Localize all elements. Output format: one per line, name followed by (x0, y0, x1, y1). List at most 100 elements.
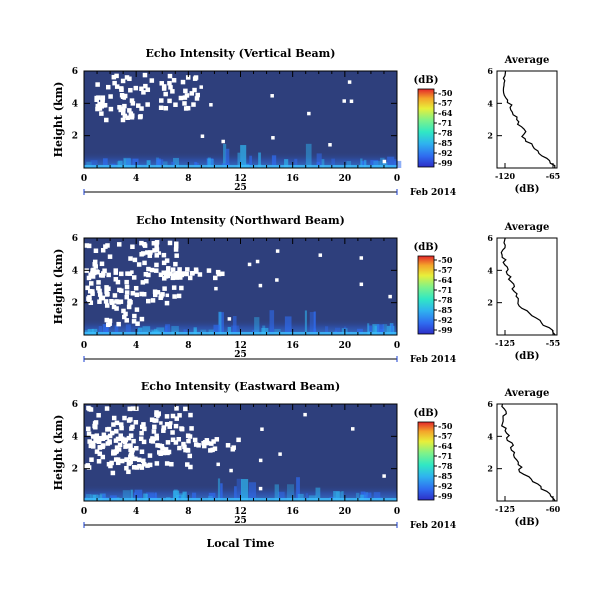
heatmap-echo-cell (173, 489, 178, 501)
missing-data-cell (129, 115, 135, 120)
missing-data-cell (199, 85, 203, 89)
x-tick-label: 0 (81, 507, 87, 517)
missing-data-cell (154, 461, 160, 466)
missing-data-cell (189, 91, 195, 96)
missing-data-cell (225, 443, 231, 448)
colorbar (417, 88, 435, 168)
missing-data-cell (187, 275, 193, 281)
heatmap-echo-cell (355, 492, 360, 501)
missing-data-cell (107, 318, 113, 324)
missing-data-cell (161, 252, 167, 258)
missing-data-cell (132, 313, 137, 319)
heatmap-echo-cell (162, 161, 168, 168)
missing-data-cell (260, 427, 264, 431)
missing-data-cell (92, 423, 97, 429)
heatmap-echo-cell (356, 328, 363, 335)
heatmap-echo-cell (346, 160, 352, 168)
missing-data-cell (124, 294, 130, 300)
missing-data-cell (136, 262, 142, 267)
missing-data-cell (173, 261, 178, 267)
missing-data-cell (136, 103, 141, 108)
heatmap-echo-cell (363, 492, 372, 501)
missing-data-cell (89, 457, 94, 462)
heatmap-echo-cell (278, 491, 285, 501)
missing-data-cell (128, 443, 133, 448)
heatmap-echo-cell (102, 158, 108, 168)
heatmap-echo-cell (367, 323, 370, 335)
heatmap-echo-cell (143, 493, 147, 501)
missing-data-cell (85, 285, 90, 291)
missing-data-cell (129, 98, 135, 103)
missing-data-cell (107, 439, 112, 444)
missing-data-cell (164, 300, 170, 306)
heatmap-echo-cell (316, 153, 322, 168)
missing-data-cell (127, 76, 132, 82)
missing-data-cell (145, 102, 150, 107)
missing-data-cell (130, 406, 136, 411)
heatmap-echo-cell (234, 486, 237, 501)
missing-data-cell (275, 278, 279, 282)
missing-data-cell (185, 462, 190, 467)
missing-data-cell (105, 427, 110, 432)
heatmap-echo-cell (237, 152, 241, 168)
missing-data-cell (141, 90, 146, 95)
missing-data-cell (180, 271, 185, 277)
missing-data-cell (130, 101, 136, 106)
heatmap-echo-cell (87, 328, 94, 335)
heatmap-echo-cell (154, 492, 157, 501)
missing-data-cell (118, 433, 123, 438)
missing-data-cell (139, 316, 145, 322)
heatmap-echo-cell (155, 159, 164, 168)
heatmap-echo-cell (274, 328, 281, 335)
heatmap-echo-cell (274, 484, 279, 501)
missing-data-cell (117, 287, 122, 293)
missing-data-cell (349, 99, 354, 104)
panel-2: Echo Intensity (Northward Beam)0 4 8 12 16 20… (52, 214, 560, 365)
heatmap-echo-cell (373, 160, 381, 168)
missing-data-cell (180, 79, 186, 85)
missing-data-cell (165, 293, 170, 298)
missing-data-cell (154, 436, 160, 441)
missing-data-cell (161, 428, 166, 433)
missing-data-cell (184, 271, 189, 277)
missing-data-cell (108, 106, 114, 112)
x-tick-label: 12 (234, 507, 247, 517)
missing-data-cell (163, 91, 168, 97)
missing-data-cell (152, 424, 157, 430)
missing-data-cell (158, 105, 164, 111)
missing-data-cell (150, 436, 154, 440)
missing-data-cell (101, 432, 107, 438)
colorbar-label: -78 (438, 461, 453, 471)
missing-data-cell (87, 439, 92, 444)
missing-data-cell (102, 268, 107, 274)
missing-data-cell (120, 110, 126, 116)
heatmap-echo-cell (142, 326, 151, 335)
missing-data-cell (122, 415, 127, 421)
missing-data-cell (115, 279, 121, 285)
missing-data-cell (103, 299, 109, 304)
missing-data-cell (179, 285, 184, 291)
missing-data-cell (104, 317, 110, 323)
missing-data-cell (171, 285, 177, 290)
missing-data-cell (116, 242, 122, 247)
missing-data-cell (96, 459, 102, 464)
colorbar-label: -64 (438, 108, 453, 118)
heatmap-echo-cell (137, 327, 143, 335)
average-frame (496, 237, 558, 336)
missing-data-cell (170, 89, 175, 94)
missing-data-cell (213, 275, 218, 281)
missing-data-cell (118, 107, 124, 113)
heatmap-echo-cell (213, 324, 221, 335)
heatmap-echo-cell (165, 324, 170, 335)
heatmap-echo-cell (225, 148, 230, 168)
missing-data-cell (202, 443, 207, 449)
panel-3: Echo Intensity (Eastward Beam) 0 4 8 12 16 20 0… (52, 380, 561, 550)
heatmap-echo-cell (241, 479, 249, 501)
x-tick-label: 20 (339, 341, 352, 351)
average-x-label: (dB) (515, 351, 540, 362)
x-tick-label: 4 (133, 507, 139, 517)
average-frame (496, 403, 558, 502)
missing-data-cell (154, 244, 159, 249)
missing-data-cell (147, 462, 153, 468)
heatmap-echo-cell (394, 159, 397, 168)
